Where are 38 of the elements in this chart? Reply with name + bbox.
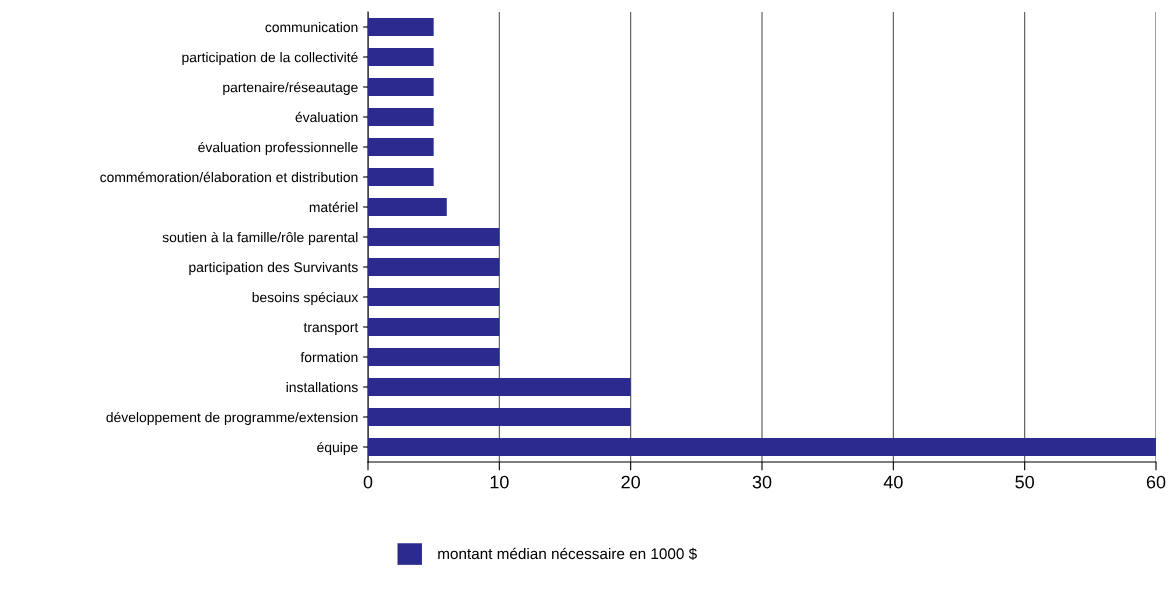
y-tick-label: soutien à la famille/rôle parental: [162, 231, 358, 245]
bar: [368, 78, 434, 96]
bar: [368, 378, 631, 396]
bar: [368, 48, 434, 66]
bar: [368, 228, 500, 246]
x-tick-label: 0: [363, 475, 373, 489]
x-tick-label: 60: [1146, 475, 1166, 489]
bar: [368, 288, 500, 306]
bar: [368, 258, 500, 276]
bar: [368, 108, 434, 126]
x-tick-label: 10: [490, 475, 509, 489]
bar: [368, 318, 500, 336]
bar: [368, 138, 434, 156]
bar: [368, 348, 500, 366]
y-tick-label: évaluation professionnelle: [198, 141, 358, 155]
y-tick-label: participation de la collectivité: [182, 51, 358, 65]
x-tick-label: 40: [883, 475, 903, 489]
y-tick-label: formation: [300, 351, 358, 363]
bar: [368, 198, 447, 216]
bar: [368, 168, 434, 186]
bar: [368, 438, 1156, 456]
y-tick-label: partenaire/réseautage: [223, 81, 358, 95]
y-tick-label: participation des Survivants: [189, 261, 358, 275]
x-tick-label: 20: [621, 475, 640, 489]
y-tick-label: installations: [286, 381, 358, 393]
bar: [368, 18, 434, 36]
y-tick-label: matériel: [309, 201, 358, 213]
legend-label: montant médian nécessaire en 1000 $: [438, 547, 697, 561]
y-tick-label: communication: [265, 21, 358, 33]
x-tick-label: 30: [752, 475, 772, 489]
bar: [368, 408, 631, 426]
y-tick-label: développement de programme/extension: [106, 411, 358, 425]
y-tick-label: commémoration/élaboration et distribution: [100, 171, 358, 183]
x-tick-label: 50: [1015, 475, 1034, 489]
y-tick-label: besoins spéciaux: [252, 291, 359, 305]
y-tick-label: transport: [303, 323, 359, 335]
y-tick-label: équipe: [317, 441, 358, 455]
y-tick-label: évaluation: [295, 111, 358, 123]
